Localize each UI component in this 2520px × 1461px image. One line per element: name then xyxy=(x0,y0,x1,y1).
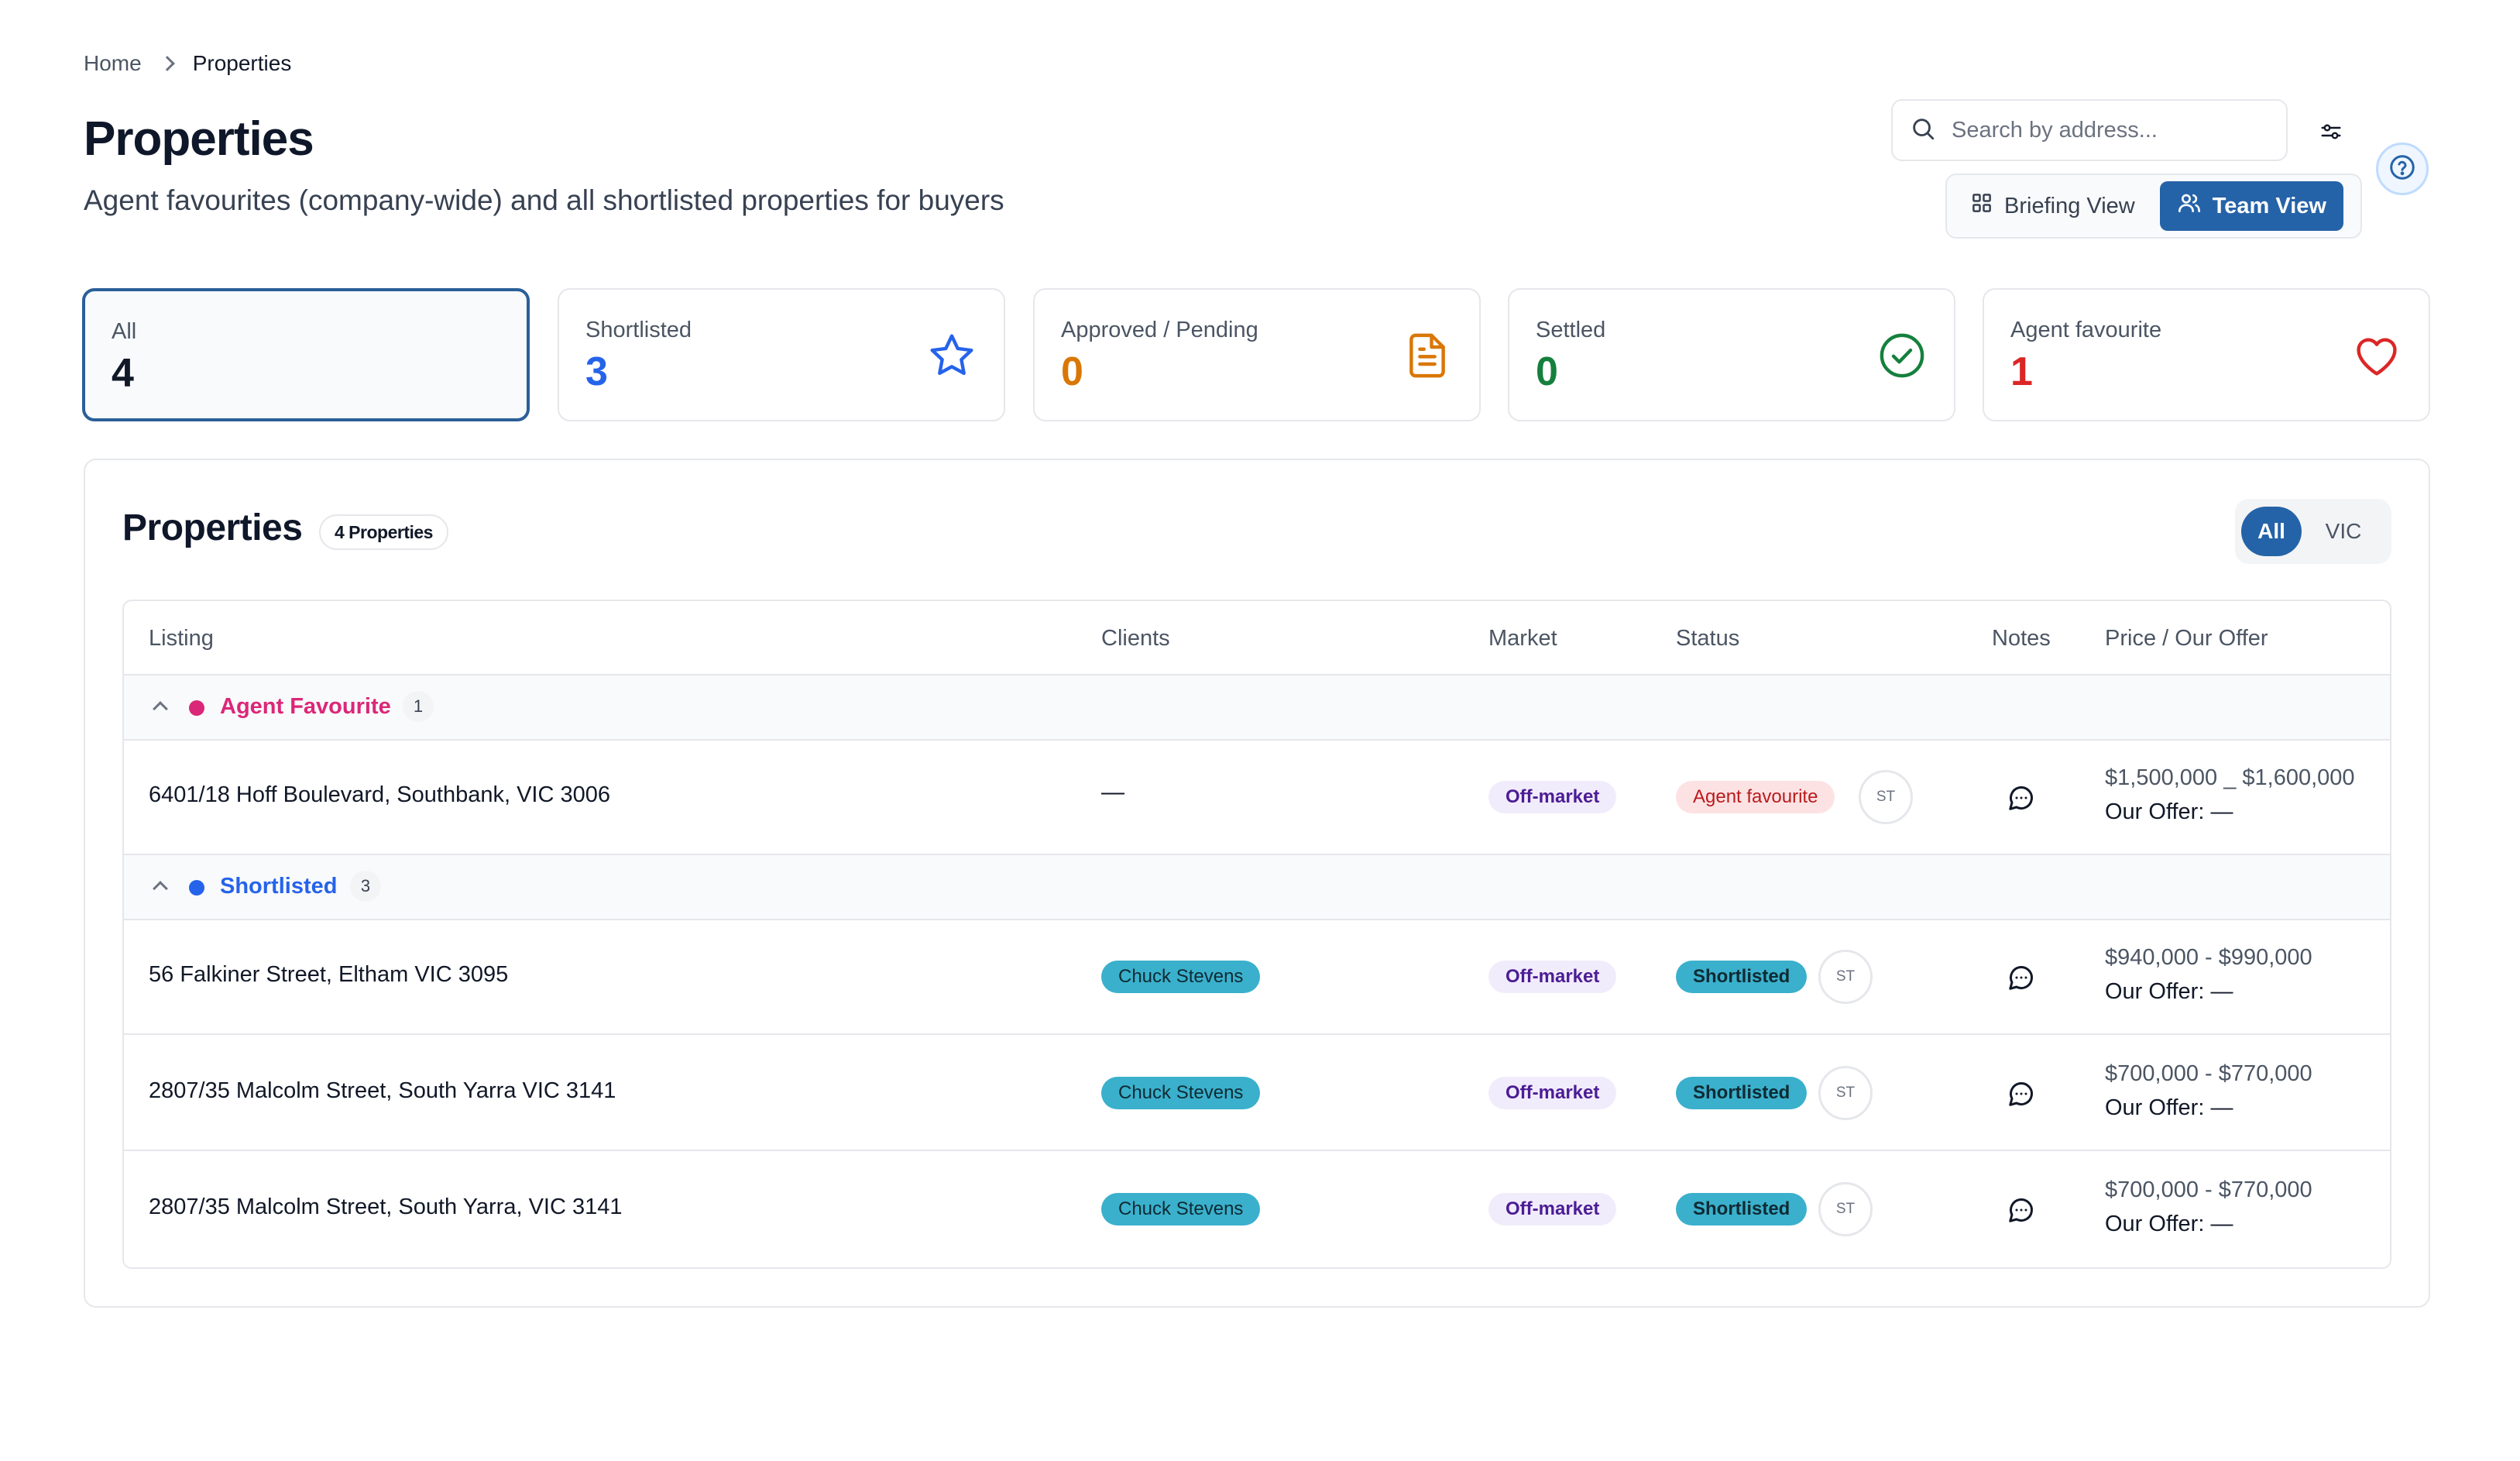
table-row[interactable]: 2807/35 Malcolm Street, South Yarra, VIC… xyxy=(124,1153,2390,1267)
stat-card-shortlisted[interactable]: Shortlisted 3 xyxy=(558,288,1005,421)
status-badge: Shortlisted xyxy=(1676,1193,1808,1226)
search-icon xyxy=(1910,115,1936,146)
region-filter: All VIC xyxy=(2235,499,2391,564)
our-offer: Our Offer: — xyxy=(2105,799,2233,824)
avatar[interactable]: ST xyxy=(1818,1182,1873,1236)
listing-address[interactable]: 56 Falkiner Street, Eltham VIC 3095 xyxy=(149,962,509,987)
heart-icon xyxy=(2351,330,2402,381)
filter-button[interactable] xyxy=(2311,113,2351,153)
stat-label: Shortlisted xyxy=(585,318,692,342)
help-button[interactable] xyxy=(2376,143,2429,195)
group-row-agent-favourite[interactable]: Agent Favourite 1 xyxy=(124,675,2390,741)
message-icon[interactable] xyxy=(2007,1196,2035,1224)
stat-value: 4 xyxy=(112,351,134,396)
message-icon[interactable] xyxy=(2007,1080,2035,1108)
column-header-clients[interactable]: Clients xyxy=(1101,626,1170,651)
chevron-up-icon[interactable] xyxy=(153,701,168,717)
search-input[interactable] xyxy=(1952,117,2261,143)
document-icon xyxy=(1402,330,1453,381)
price-range: $940,000 - $990,000 xyxy=(2105,945,2312,970)
help-circle-icon xyxy=(2388,153,2416,185)
client-badge[interactable]: Chuck Stevens xyxy=(1101,1193,1261,1226)
message-icon[interactable] xyxy=(2007,964,2035,992)
check-circle-icon xyxy=(1876,330,1928,381)
breadcrumb-current: Properties xyxy=(192,51,292,75)
status-badge: Agent favourite xyxy=(1676,781,1835,813)
listing-address[interactable]: 2807/35 Malcolm Street, South Yarra, VIC… xyxy=(149,1195,623,1219)
client-badge[interactable]: Chuck Stevens xyxy=(1101,1077,1261,1109)
group-count: 3 xyxy=(350,871,381,902)
region-filter-all[interactable]: All xyxy=(2241,507,2302,556)
column-header-market[interactable]: Market xyxy=(1488,626,1557,651)
avatar[interactable]: ST xyxy=(1818,1066,1873,1120)
stat-value: 3 xyxy=(585,349,608,394)
price-range: $700,000 - $770,000 xyxy=(2105,1061,2312,1086)
team-view-button[interactable]: Team View xyxy=(2159,181,2343,231)
stat-label: Settled xyxy=(1536,318,1606,342)
stat-card-all[interactable]: All 4 xyxy=(82,288,530,421)
briefing-view-button[interactable]: Briefing View xyxy=(1953,181,2152,231)
market-badge: Off-market xyxy=(1488,781,1617,813)
client-badge[interactable]: Chuck Stevens xyxy=(1101,961,1261,993)
properties-count-badge: 4 Properties xyxy=(319,514,448,550)
stat-card-settled[interactable]: Settled 0 xyxy=(1508,288,1955,421)
column-header-status[interactable]: Status xyxy=(1676,626,1740,651)
properties-table: Listing Clients Market Status Notes Pric… xyxy=(122,600,2391,1269)
avatar[interactable]: ST xyxy=(1818,950,1873,1004)
stat-card-approved-pending[interactable]: Approved / Pending 0 xyxy=(1033,288,1481,421)
team-view-label: Team View xyxy=(2212,193,2326,218)
stat-label: Agent favourite xyxy=(2010,318,2162,342)
avatar[interactable]: ST xyxy=(1859,770,1913,824)
briefing-view-label: Briefing View xyxy=(2004,193,2135,218)
region-filter-vic[interactable]: VIC xyxy=(2325,519,2362,543)
market-badge: Off-market xyxy=(1488,1193,1617,1226)
page-subtitle: Agent favourites (company-wide) and all … xyxy=(84,184,1004,216)
group-dot xyxy=(189,880,204,896)
properties-panel: Properties 4 Properties All VIC Listing … xyxy=(84,459,2430,1308)
stat-label: All xyxy=(112,319,137,344)
table-header: Listing Clients Market Status Notes Pric… xyxy=(124,601,2390,675)
market-badge: Off-market xyxy=(1488,1077,1617,1109)
group-row-shortlisted[interactable]: Shortlisted 3 xyxy=(124,855,2390,920)
sliders-icon xyxy=(2319,120,2343,147)
group-label: Shortlisted xyxy=(220,874,338,899)
users-icon xyxy=(2177,191,2202,222)
table-row[interactable]: 56 Falkiner Street, Eltham VIC 3095 Chuc… xyxy=(124,920,2390,1035)
group-dot xyxy=(189,700,204,716)
column-header-listing[interactable]: Listing xyxy=(149,626,214,651)
status-badge: Shortlisted xyxy=(1676,961,1808,993)
breadcrumb-home-link[interactable]: Home xyxy=(84,51,142,75)
breadcrumb: Home Properties xyxy=(84,51,291,76)
stat-label: Approved / Pending xyxy=(1061,318,1258,342)
message-icon[interactable] xyxy=(2007,784,2035,812)
chevron-up-icon[interactable] xyxy=(153,881,168,896)
group-label: Agent Favourite xyxy=(220,694,391,719)
table-row[interactable]: 6401/18 Hoff Boulevard, Southbank, VIC 3… xyxy=(124,741,2390,855)
our-offer: Our Offer: — xyxy=(2105,1212,2233,1236)
listing-address[interactable]: 6401/18 Hoff Boulevard, Southbank, VIC 3… xyxy=(149,782,611,807)
table-row[interactable]: 2807/35 Malcolm Street, South Yarra VIC … xyxy=(124,1036,2390,1151)
client-empty: — xyxy=(1101,779,1124,805)
grid-icon xyxy=(1970,191,1993,221)
price-range: $1,500,000 _ $1,600,000 xyxy=(2105,765,2355,790)
star-icon xyxy=(926,330,977,381)
page-title: Properties xyxy=(84,112,314,166)
stat-value: 0 xyxy=(1061,349,1083,394)
column-header-notes[interactable]: Notes xyxy=(1992,626,2051,651)
price-range: $700,000 - $770,000 xyxy=(2105,1177,2312,1202)
listing-address[interactable]: 2807/35 Malcolm Street, South Yarra VIC … xyxy=(149,1078,616,1103)
our-offer: Our Offer: — xyxy=(2105,1095,2233,1120)
market-badge: Off-market xyxy=(1488,961,1617,993)
stat-value: 0 xyxy=(1536,349,1558,394)
column-header-price[interactable]: Price / Our Offer xyxy=(2105,626,2268,651)
search-box xyxy=(1891,99,2288,161)
view-toggle: Briefing View Team View xyxy=(1945,174,2362,239)
status-badge: Shortlisted xyxy=(1676,1077,1808,1109)
stat-card-agent-favourite[interactable]: Agent favourite 1 xyxy=(1983,288,2430,421)
panel-title: Properties xyxy=(122,507,303,548)
our-offer: Our Offer: — xyxy=(2105,979,2233,1004)
group-count: 1 xyxy=(403,691,434,722)
chevron-right-icon xyxy=(159,56,175,71)
stat-value: 1 xyxy=(2010,349,2033,394)
